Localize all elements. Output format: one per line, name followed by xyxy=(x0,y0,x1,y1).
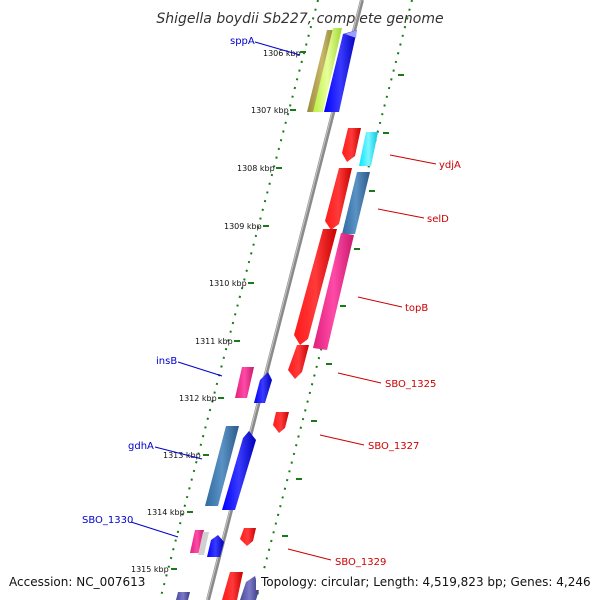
footer-accession: Accession: NC_007613 xyxy=(9,575,145,589)
gene-topB-red[interactable] xyxy=(294,229,337,345)
gene-sbo1329[interactable] xyxy=(240,528,256,546)
gene-gdhA-steel[interactable] xyxy=(205,426,239,506)
footer-topology-bg xyxy=(256,572,596,590)
label-insB[interactable]: insB xyxy=(156,356,177,367)
gene-topB[interactable] xyxy=(313,233,354,350)
tick-1307: 1307 kbp xyxy=(251,106,289,115)
gene-selD-red[interactable] xyxy=(325,168,352,230)
gene-insB-pink[interactable] xyxy=(235,367,254,398)
gene-red-bottom[interactable] xyxy=(222,572,243,600)
leader-sbo1327 xyxy=(319,434,365,446)
label-ydjA[interactable]: ydjA xyxy=(439,160,461,171)
tick-1315: 1315 kbp xyxy=(131,565,169,574)
gene-slate[interactable] xyxy=(240,576,259,600)
leader-sbo1330 xyxy=(130,521,179,538)
leader-sppA xyxy=(254,41,301,56)
tick-1312: 1312 kbp xyxy=(179,394,217,403)
gene-labels: sppA ydjA selD topB SBO_1325 insB SBO_13… xyxy=(82,36,461,568)
tick-1313: 1313 kbp xyxy=(163,451,201,460)
gene-selD[interactable] xyxy=(342,172,370,234)
tick-1314: 1314 kbp xyxy=(147,508,185,517)
forward-genes xyxy=(176,28,357,600)
tick-1311: 1311 kbp xyxy=(195,337,233,346)
gene-sbo1325[interactable] xyxy=(288,345,309,379)
gene-sppA[interactable] xyxy=(324,30,357,112)
gene-sbo1330[interactable] xyxy=(207,535,224,557)
leader-topB xyxy=(357,296,403,308)
leader-ydjA xyxy=(389,154,437,165)
label-sbo1325[interactable]: SBO_1325 xyxy=(385,379,436,390)
gene-sbo1330-grey xyxy=(198,532,209,555)
label-sbo1327[interactable]: SBO_1327 xyxy=(368,441,419,452)
map-title: Shigella boydii Sb227, complete genome xyxy=(156,11,443,27)
label-topB[interactable]: topB xyxy=(405,303,428,314)
label-sppA[interactable]: sppA xyxy=(230,36,255,47)
tick-1308: 1308 kbp xyxy=(237,164,275,173)
gene-sbo1327[interactable] xyxy=(273,412,289,433)
label-selD[interactable]: selD xyxy=(427,214,449,225)
leader-selD xyxy=(377,208,425,219)
gene-ydjA[interactable] xyxy=(359,132,378,166)
footer-topology: Topology: circular; Length: 4,519,823 bp… xyxy=(260,575,591,589)
gene-sbo1330-pink[interactable] xyxy=(190,530,204,553)
leader-sbo1329 xyxy=(287,548,332,561)
leader-insB xyxy=(177,361,223,377)
gene-sppA-top xyxy=(345,30,357,38)
leader-lines xyxy=(130,41,437,561)
leader-gdhA xyxy=(154,446,203,460)
leader-sbo1325 xyxy=(337,372,382,384)
footer-accession-bg xyxy=(4,572,146,590)
gene-gdhA[interactable] xyxy=(222,431,256,510)
gene-lime[interactable] xyxy=(313,28,342,112)
tick-1306: 1306 kbp xyxy=(263,49,301,58)
label-sbo1329[interactable]: SBO_1329 xyxy=(335,557,386,568)
tick-labels: 1306 kbp 1307 kbp 1308 kbp 1309 kbp 1310… xyxy=(131,49,306,574)
label-gdhA[interactable]: gdhA xyxy=(128,441,154,452)
gene-ydjA-red[interactable] xyxy=(342,128,361,162)
label-sbo1330[interactable]: SBO_1330 xyxy=(82,515,133,526)
tick-1309: 1309 kbp xyxy=(224,222,262,231)
tick-1310: 1310 kbp xyxy=(209,279,247,288)
reverse-genes xyxy=(222,128,378,600)
right-track-ticks xyxy=(282,74,404,537)
gene-slate-bottom[interactable] xyxy=(176,592,190,600)
gene-insB[interactable] xyxy=(254,372,272,403)
